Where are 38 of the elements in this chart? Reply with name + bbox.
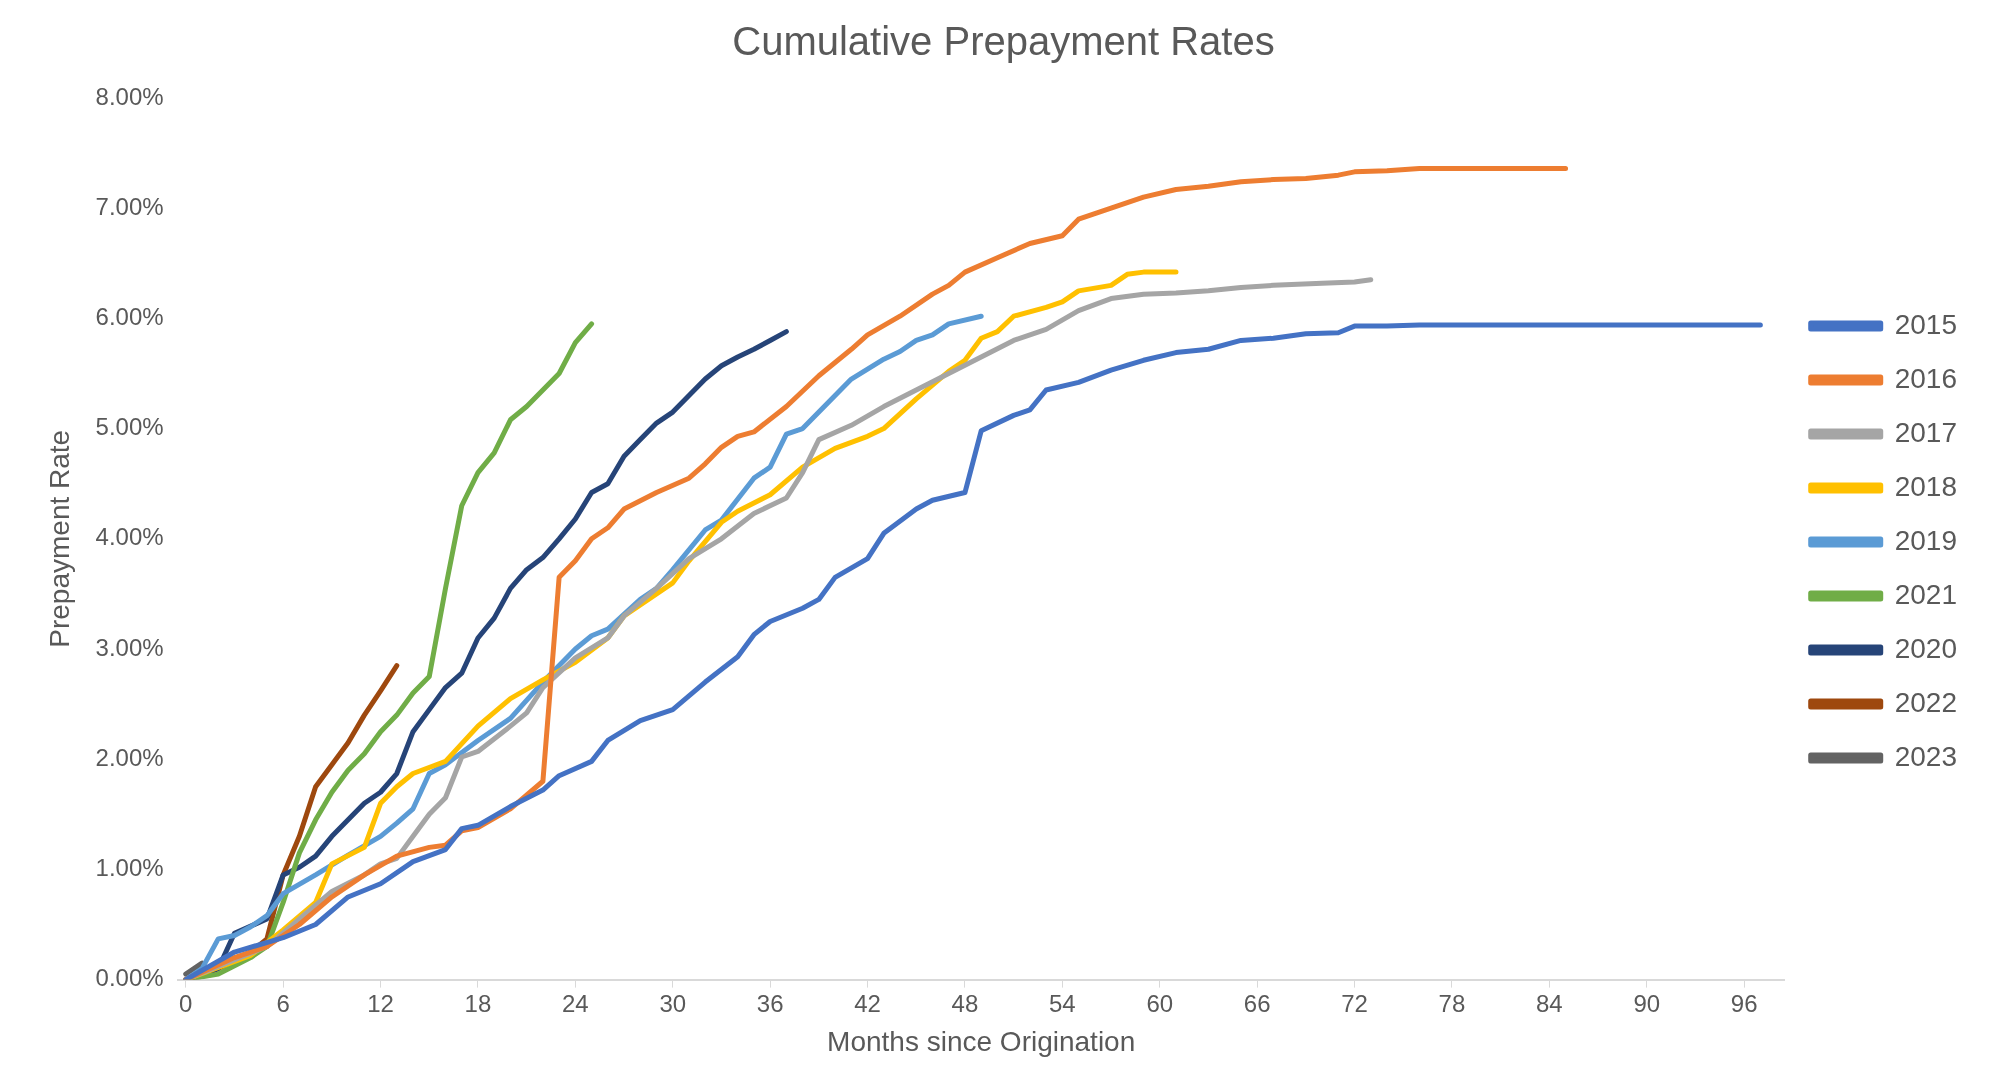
x-tick-label: 72 (1341, 989, 1368, 1017)
x-tick-label: 0 (179, 989, 193, 1017)
legend-label: 2023 (1894, 740, 1958, 772)
y-tick-label: 3.00% (95, 633, 164, 661)
x-tick-label: 78 (1438, 989, 1466, 1017)
y-tick-label: 6.00% (95, 303, 164, 331)
y-tick-label: 7.00% (95, 192, 164, 220)
legend-label: 2019 (1894, 524, 1958, 556)
x-tick-label: 90 (1633, 989, 1661, 1017)
x-axis-title: Months since Origination (827, 1025, 1136, 1057)
x-tick-label: 12 (367, 989, 394, 1017)
x-tick-label: 66 (1243, 989, 1271, 1017)
x-tick-label: 6 (276, 989, 290, 1017)
x-tick-label: 36 (756, 989, 784, 1017)
legend-label: 2018 (1894, 470, 1958, 502)
y-tick-label: 0.00% (95, 964, 164, 992)
x-tick-label: 42 (854, 989, 881, 1017)
y-tick-label: 4.00% (95, 523, 164, 551)
y-tick-label: 8.00% (95, 82, 164, 110)
x-tick-label: 96 (1730, 989, 1758, 1017)
legend-label: 2016 (1894, 362, 1958, 394)
legend-label: 2022 (1894, 686, 1958, 718)
x-tick-label: 60 (1146, 989, 1174, 1017)
y-tick-label: 1.00% (95, 854, 164, 882)
chart-title: Cumulative Prepayment Rates (732, 19, 1275, 64)
x-tick-label: 48 (951, 989, 979, 1017)
x-tick-label: 84 (1535, 989, 1563, 1017)
legend-label: 2015 (1894, 308, 1958, 340)
x-tick-label: 18 (464, 989, 492, 1017)
y-tick-label: 2.00% (95, 743, 164, 771)
legend-label: 2020 (1894, 632, 1958, 664)
x-tick-label: 24 (562, 989, 589, 1017)
y-tick-label: 5.00% (95, 413, 164, 441)
legend-label: 2021 (1894, 578, 1958, 610)
x-tick-label: 30 (659, 989, 687, 1017)
x-tick-label: 54 (1048, 989, 1076, 1017)
y-axis-title: Prepayment Rate (43, 429, 75, 648)
legend-label: 2017 (1894, 416, 1958, 448)
